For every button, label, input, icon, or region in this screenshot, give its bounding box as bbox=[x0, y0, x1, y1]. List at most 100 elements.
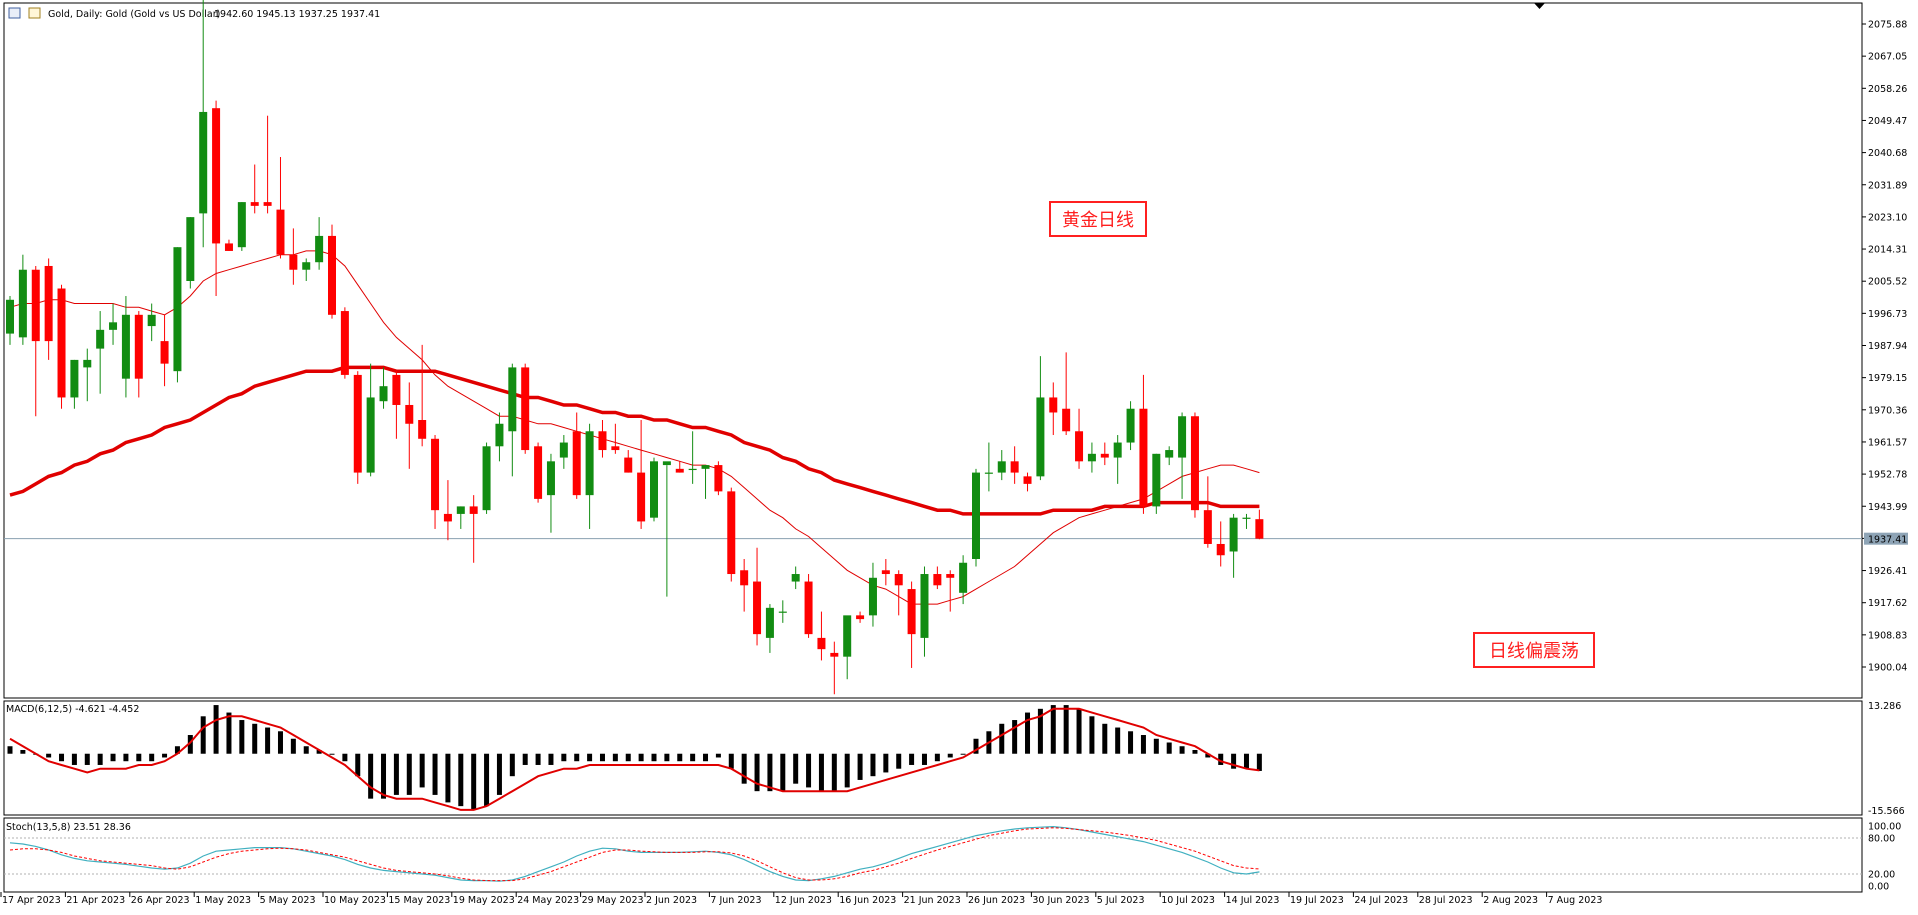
candle-body bbox=[765, 607, 774, 638]
candle-body bbox=[109, 322, 118, 330]
price-axis-label: 1926.41 bbox=[1868, 566, 1907, 577]
axes: 2075.88 2067.05 2058.26 2049.47 2040.68 2031.… bbox=[0, 20, 1908, 906]
stoch-axis-label: 0.00 bbox=[1868, 882, 1889, 893]
candle-body bbox=[18, 269, 27, 338]
candle bbox=[315, 217, 324, 270]
macd-bar bbox=[458, 753, 464, 807]
candle bbox=[83, 348, 92, 402]
candle bbox=[469, 495, 478, 563]
candle-body bbox=[907, 589, 916, 635]
candle-body bbox=[237, 202, 246, 248]
candle-body bbox=[1229, 517, 1238, 552]
macd-bar bbox=[1166, 742, 1172, 754]
macd-bar bbox=[574, 753, 580, 762]
candle bbox=[559, 435, 568, 469]
candle bbox=[96, 311, 105, 394]
macd-bar bbox=[1153, 738, 1159, 754]
candle-body bbox=[405, 404, 414, 424]
candle-body bbox=[817, 637, 826, 650]
candle bbox=[160, 314, 169, 387]
macd-bar bbox=[329, 753, 335, 755]
candle bbox=[121, 296, 130, 398]
macd-bar bbox=[870, 753, 876, 777]
candle bbox=[984, 442, 993, 492]
candle-body bbox=[753, 581, 762, 635]
candle-body bbox=[1216, 543, 1225, 556]
macd-bar bbox=[84, 753, 90, 765]
candle bbox=[366, 363, 375, 477]
header-icons[interactable] bbox=[8, 7, 41, 19]
date-axis-label: 17 Apr 2023 bbox=[2, 895, 61, 906]
macd-bar bbox=[522, 753, 528, 765]
candle bbox=[546, 453, 555, 533]
candle bbox=[778, 600, 787, 623]
candle bbox=[340, 307, 349, 379]
macd-bar bbox=[844, 753, 850, 788]
candle bbox=[521, 363, 530, 454]
candle bbox=[1010, 446, 1019, 484]
candle bbox=[250, 164, 259, 214]
macd-bar bbox=[1037, 708, 1043, 754]
candle bbox=[1216, 521, 1225, 567]
macd-bar bbox=[1102, 723, 1108, 754]
candle-body bbox=[675, 468, 684, 473]
macd-bar bbox=[123, 753, 129, 762]
price-axis-label: 1961.57 bbox=[1868, 437, 1907, 448]
macd-bar bbox=[1205, 753, 1211, 758]
candle-body bbox=[804, 581, 813, 635]
macd-label: MACD(6,12,5) -4.621 -4.452 bbox=[6, 704, 139, 715]
macd-bar bbox=[239, 720, 245, 754]
macd-bar bbox=[612, 753, 618, 762]
candle-body bbox=[894, 574, 903, 586]
candle-body bbox=[598, 431, 607, 451]
candle bbox=[18, 254, 27, 345]
candle-body bbox=[1113, 442, 1122, 458]
price-axis-label: 2014.31 bbox=[1868, 245, 1907, 256]
grid-icon[interactable] bbox=[8, 7, 21, 19]
date-axis-label: 30 Jun 2023 bbox=[1032, 895, 1089, 906]
shift-marker-icon[interactable] bbox=[1534, 3, 1545, 9]
macd-bar bbox=[677, 753, 683, 762]
candle bbox=[907, 581, 916, 668]
candle bbox=[302, 258, 311, 281]
candle-body bbox=[972, 472, 980, 559]
price-axis-label: 1900.04 bbox=[1868, 663, 1907, 674]
candle bbox=[534, 442, 543, 503]
candle-body bbox=[727, 491, 736, 575]
macd-bar bbox=[690, 753, 696, 762]
candle bbox=[1049, 382, 1058, 436]
candle-body bbox=[31, 269, 40, 342]
macd-bar bbox=[999, 723, 1005, 754]
candle-body bbox=[353, 374, 362, 473]
candle bbox=[1087, 442, 1096, 473]
date-axis-label: 15 May 2023 bbox=[388, 895, 450, 906]
stoch-panel-frame bbox=[3, 817, 1863, 893]
symbol-icon[interactable] bbox=[28, 7, 41, 19]
macd-bar bbox=[1140, 735, 1146, 754]
date-axis-label: 19 May 2023 bbox=[453, 895, 515, 906]
candle bbox=[328, 224, 336, 319]
candle bbox=[6, 296, 14, 345]
macd-bar bbox=[226, 712, 232, 754]
date-axis-label: 7 Jun 2023 bbox=[710, 895, 761, 906]
date-axis-label: 10 May 2023 bbox=[324, 895, 386, 906]
candle-body bbox=[830, 652, 839, 657]
macd-bar bbox=[393, 753, 399, 795]
ma-fast-line bbox=[9, 250, 1260, 605]
date-axis-label: 1 May 2023 bbox=[195, 895, 251, 906]
date-axis-label: 24 May 2023 bbox=[517, 895, 579, 906]
candle bbox=[405, 382, 414, 469]
date-axis-label: 24 Jul 2023 bbox=[1354, 895, 1408, 906]
price-panel bbox=[4, 0, 1862, 695]
candle bbox=[701, 465, 710, 499]
candle-body bbox=[495, 423, 504, 447]
candle-body bbox=[946, 574, 955, 578]
candle bbox=[1190, 412, 1199, 518]
candle bbox=[495, 412, 504, 462]
candle-body bbox=[688, 468, 697, 471]
candle bbox=[173, 247, 182, 383]
macd-bar bbox=[754, 753, 760, 792]
candle-body bbox=[1010, 461, 1019, 473]
